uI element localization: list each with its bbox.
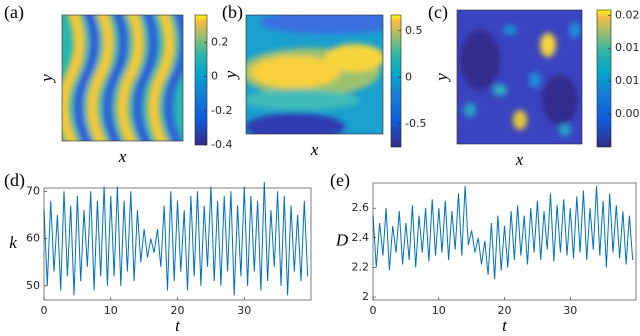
- field-image: [62, 15, 183, 141]
- colorbar-tick-label: 0.005: [615, 107, 640, 120]
- x-axis-label: x: [310, 140, 319, 159]
- x-tick-label: 0: [41, 304, 48, 317]
- colorbar-tick-label: 0.015: [615, 41, 640, 54]
- axes-box: [372, 182, 637, 301]
- colorbar-tick-label: 0: [211, 70, 218, 83]
- y-tick-label: 2.6: [352, 201, 370, 214]
- colorbar-tick-label: -0.2: [211, 104, 232, 117]
- y-tick-label: 2: [362, 290, 369, 303]
- panel-label: (b): [222, 2, 243, 23]
- colorbar: [194, 14, 208, 146]
- panel-label: (a): [4, 2, 24, 23]
- x-axis-label: t: [502, 316, 508, 335]
- series-line: [372, 185, 634, 280]
- x-tick-label: 30: [237, 304, 251, 317]
- colorbar-tick-label: -0.4: [211, 138, 232, 151]
- y-tick-label: 2.4: [352, 231, 370, 244]
- y-tick-label: 50: [26, 279, 40, 292]
- x-tick-label: 30: [563, 304, 577, 317]
- colorbar-tick-label: 0: [405, 70, 412, 83]
- colorbar-tick-label: -0.5: [405, 117, 426, 130]
- panel-label: (e): [330, 170, 350, 191]
- colorbar: [596, 9, 612, 148]
- image-frame: [245, 14, 384, 135]
- x-tick-label: 0: [370, 304, 377, 317]
- y-axis-label: k: [9, 233, 17, 252]
- field-image: [246, 15, 383, 134]
- panel-label: (d): [4, 170, 25, 191]
- y-axis-label: y: [432, 73, 451, 83]
- x-axis-label: x: [118, 147, 127, 166]
- x-tick-label: 20: [498, 304, 512, 317]
- colorbar-tick-label: 0.02: [615, 8, 640, 21]
- x-tick-label: 10: [104, 304, 118, 317]
- series-line: [43, 181, 309, 296]
- y-axis-label: D: [335, 230, 349, 249]
- x-tick-label: 20: [171, 304, 185, 317]
- image-frame: [456, 9, 583, 145]
- colorbar-tick-label: 0.01: [615, 74, 640, 87]
- colorbar: [390, 14, 402, 148]
- x-tick-label: 10: [432, 304, 446, 317]
- y-tick-label: 2.2: [352, 260, 370, 273]
- y-axis-label: y: [221, 70, 240, 80]
- panel-label: (c): [428, 2, 448, 23]
- field-image: [457, 10, 582, 144]
- y-axis-label: y: [37, 74, 56, 84]
- y-tick-label: 70: [26, 184, 40, 197]
- image-frame: [61, 14, 184, 142]
- x-axis-label: t: [175, 316, 181, 335]
- colorbar-tick-label: 0.5: [405, 24, 423, 37]
- colorbar-tick-label: 0.2: [211, 35, 229, 48]
- y-tick-label: 60: [26, 232, 40, 245]
- x-axis-label: x: [515, 150, 524, 169]
